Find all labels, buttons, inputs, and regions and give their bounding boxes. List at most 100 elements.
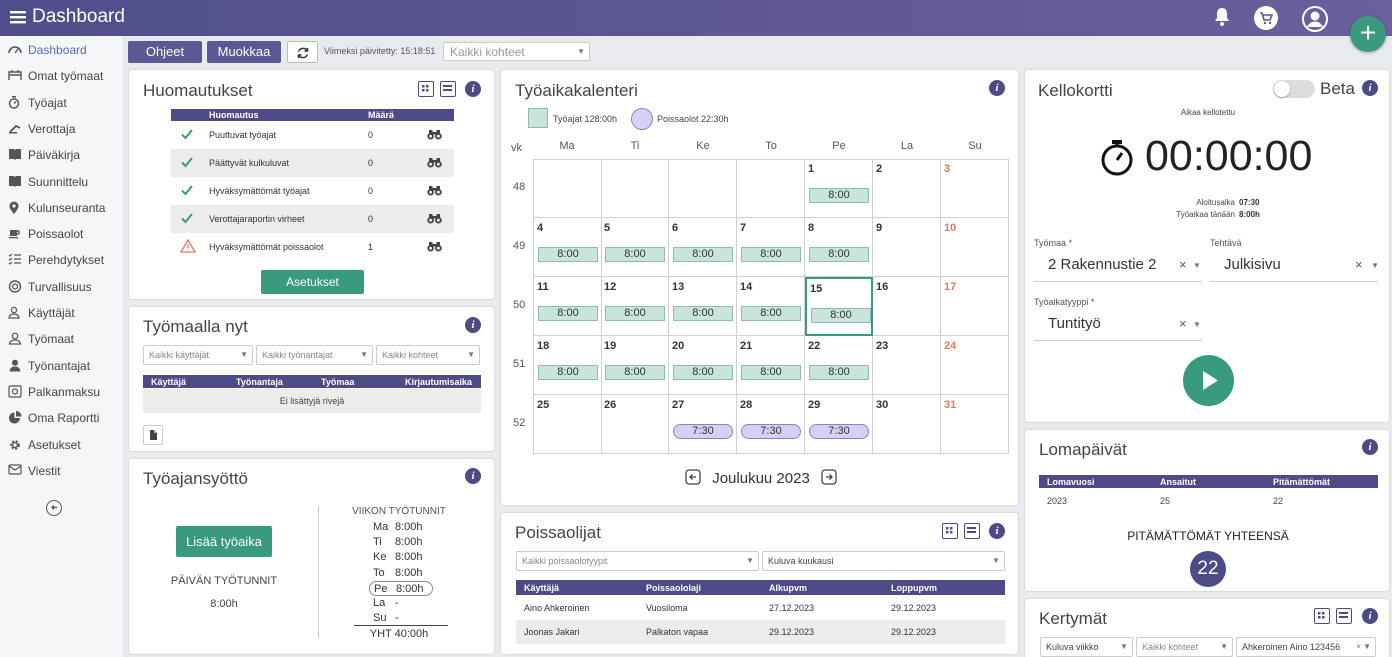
calendar-day-cell[interactable]: 1 8:00 bbox=[805, 159, 873, 218]
calendar-day-cell[interactable]: 24 bbox=[941, 336, 1009, 395]
calendar-day-cell[interactable]: 9 bbox=[873, 218, 941, 277]
binoculars-icon[interactable] bbox=[427, 185, 442, 199]
sidebar-item-käyttäjät[interactable]: Käyttäjät bbox=[8, 303, 75, 323]
work-time-event[interactable]: 8:00 bbox=[809, 365, 869, 380]
add-time-button[interactable]: Lisää työaika bbox=[176, 526, 272, 557]
calendar-day-cell[interactable]: 11 8:00 bbox=[533, 277, 602, 336]
grid-view-icon[interactable] bbox=[418, 81, 434, 97]
list-view-icon[interactable] bbox=[964, 523, 980, 539]
calendar-day-cell[interactable]: 30 bbox=[873, 395, 941, 454]
work-time-event[interactable]: 8:00 bbox=[741, 365, 801, 380]
user-filter[interactable]: Ahkeroinen Aino 123456 × ▼ bbox=[1236, 637, 1376, 657]
sidebar-item-perehdytykset[interactable]: Perehdytykset bbox=[8, 250, 104, 270]
clear-icon[interactable]: × bbox=[1179, 257, 1187, 272]
sidebar-item-suunnittelu[interactable]: Suunnittelu bbox=[8, 172, 88, 192]
start-timer-button[interactable] bbox=[1183, 355, 1234, 406]
info-icon[interactable]: i bbox=[1362, 439, 1378, 455]
clear-icon[interactable]: × bbox=[1355, 257, 1363, 272]
sidebar-item-työmaat[interactable]: Työmaat bbox=[8, 329, 74, 349]
work-time-event[interactable]: 8:00 bbox=[605, 365, 665, 380]
cart-icon[interactable] bbox=[1254, 6, 1278, 30]
sidebar-item-asetukset[interactable]: Asetukset bbox=[8, 435, 81, 455]
calendar-day-cell[interactable] bbox=[737, 159, 805, 218]
calendar-day-cell[interactable]: 17 bbox=[941, 277, 1009, 336]
next-month-icon[interactable] bbox=[821, 468, 837, 488]
calendar-day-cell[interactable]: 16 bbox=[873, 277, 941, 336]
absence-event[interactable]: 7:30 bbox=[673, 424, 733, 439]
sidebar-item-omat-työmaat[interactable]: Omat työmaat bbox=[8, 66, 103, 86]
sidebar-item-päiväkirja[interactable]: Päiväkirja bbox=[8, 145, 80, 165]
period-filter[interactable]: Kuluva kuukausi ▼ bbox=[762, 551, 1005, 571]
work-time-event[interactable]: 8:00 bbox=[538, 365, 598, 380]
work-time-event[interactable]: 8:00 bbox=[811, 308, 871, 323]
binoculars-icon[interactable] bbox=[427, 241, 442, 255]
sites-filter[interactable]: Kaikki kohteet ▼ bbox=[376, 345, 480, 365]
sidebar-item-poissaolot[interactable]: Poissaolot bbox=[8, 224, 83, 244]
work-time-event[interactable]: 8:00 bbox=[809, 188, 869, 203]
grid-view-icon[interactable] bbox=[942, 523, 958, 539]
help-button[interactable]: Ohjeet bbox=[128, 41, 202, 63]
refresh-button[interactable] bbox=[287, 41, 318, 63]
bell-icon[interactable] bbox=[1210, 6, 1234, 30]
sidebar-item-palkanmaksu[interactable]: Palkanmaksu bbox=[8, 382, 100, 402]
calendar-day-cell[interactable]: 19 8:00 bbox=[601, 336, 669, 395]
edit-button[interactable]: Muokkaa bbox=[207, 41, 281, 63]
calendar-day-cell[interactable]: 26 bbox=[601, 395, 669, 454]
calendar-day-cell[interactable]: 7 8:00 bbox=[737, 218, 805, 277]
info-icon[interactable]: i bbox=[1362, 80, 1378, 96]
work-time-event[interactable]: 8:00 bbox=[605, 306, 665, 321]
work-time-event[interactable]: 8:00 bbox=[538, 306, 598, 321]
binoculars-icon[interactable] bbox=[427, 129, 442, 143]
calendar-day-cell[interactable]: 20 8:00 bbox=[669, 336, 737, 395]
calendar-day-cell[interactable]: 2 bbox=[873, 159, 941, 218]
calendar-day-cell[interactable]: 8 8:00 bbox=[805, 218, 873, 277]
list-view-icon[interactable] bbox=[1336, 608, 1352, 624]
work-time-event[interactable]: 8:00 bbox=[741, 306, 801, 321]
absence-type-filter[interactable]: Kaikki poissaolotyypit ▼ bbox=[516, 551, 759, 571]
work-time-event[interactable]: 8:00 bbox=[673, 306, 733, 321]
info-icon[interactable]: i bbox=[465, 317, 481, 333]
calendar-day-cell[interactable]: 31 bbox=[941, 395, 1009, 454]
work-time-event[interactable]: 8:00 bbox=[741, 247, 801, 262]
calendar-day-cell[interactable]: 13 8:00 bbox=[669, 277, 737, 336]
grid-view-icon[interactable] bbox=[1314, 608, 1330, 624]
user-icon[interactable] bbox=[1302, 6, 1328, 32]
sidebar-item-työajat[interactable]: Työajat bbox=[8, 93, 67, 113]
task-select[interactable]: Julkisivu × ▼ bbox=[1210, 250, 1379, 282]
sidebar-item-oma-raportti[interactable]: Oma Raportti bbox=[8, 408, 99, 428]
employers-filter[interactable]: Kaikki työnantajat ▼ bbox=[256, 345, 373, 365]
list-view-icon[interactable] bbox=[440, 81, 456, 97]
calendar-day-cell[interactable]: 10 bbox=[941, 218, 1009, 277]
work-time-event[interactable]: 8:00 bbox=[673, 247, 733, 262]
sites-filter[interactable]: Kaikki kohteet ▼ bbox=[1136, 637, 1233, 657]
work-time-event[interactable]: 8:00 bbox=[809, 247, 869, 262]
calendar-day-cell[interactable]: 5 8:00 bbox=[601, 218, 669, 277]
users-filter[interactable]: Kaikki käyttäjät ▼ bbox=[143, 345, 253, 365]
info-icon[interactable]: i bbox=[989, 80, 1005, 96]
info-icon[interactable]: i bbox=[1362, 608, 1378, 624]
export-button[interactable] bbox=[143, 425, 163, 445]
calendar-day-cell[interactable]: 29 7:30 bbox=[805, 395, 873, 454]
settings-button[interactable]: Asetukset bbox=[261, 270, 364, 294]
calendar-day-cell[interactable]: 12 8:00 bbox=[601, 277, 669, 336]
sidebar-item-verottaja[interactable]: Verottaja bbox=[8, 119, 75, 139]
calendar-day-cell[interactable] bbox=[601, 159, 669, 218]
sidebar-item-dashboard[interactable]: Dashboard bbox=[8, 40, 87, 60]
binoculars-icon[interactable] bbox=[427, 157, 442, 171]
sidebar-item-turvallisuus[interactable]: Turvallisuus bbox=[8, 277, 92, 297]
collapse-sidebar-icon[interactable] bbox=[46, 500, 62, 516]
info-icon[interactable]: i bbox=[465, 468, 481, 484]
work-time-event[interactable]: 8:00 bbox=[605, 247, 665, 262]
add-fab-button[interactable]: + bbox=[1350, 16, 1386, 52]
sidebar-item-kulunseuranta[interactable]: Kulunseuranta bbox=[8, 198, 105, 218]
absence-event[interactable]: 7:30 bbox=[741, 424, 801, 439]
absence-event[interactable]: 7:30 bbox=[809, 424, 869, 439]
calendar-day-cell[interactable]: 28 7:30 bbox=[737, 395, 805, 454]
calendar-day-cell[interactable]: 15 8:00 bbox=[805, 277, 873, 336]
work-type-select[interactable]: Tuntityö × ▼ bbox=[1034, 309, 1202, 341]
info-icon[interactable]: i bbox=[989, 523, 1005, 539]
calendar-day-cell[interactable]: 22 8:00 bbox=[805, 336, 873, 395]
calendar-day-cell[interactable] bbox=[669, 159, 737, 218]
sidebar-item-viestit[interactable]: Viestit bbox=[8, 461, 60, 481]
calendar-day-cell[interactable]: 6 8:00 bbox=[669, 218, 737, 277]
